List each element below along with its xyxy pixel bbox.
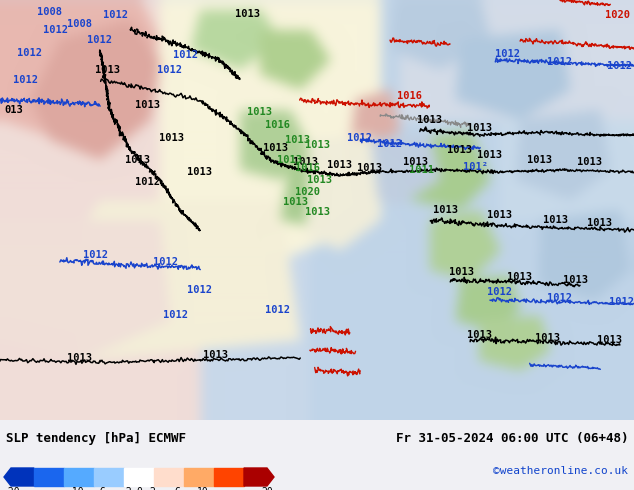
Text: 1013: 1013 [285, 135, 311, 145]
Text: 1012: 1012 [103, 10, 127, 20]
Text: 1020: 1020 [295, 187, 321, 197]
Text: 1013: 1013 [307, 175, 332, 185]
Text: 1013: 1013 [418, 115, 443, 125]
Text: 1013: 1013 [188, 167, 212, 177]
Text: 1016: 1016 [266, 120, 290, 130]
Text: 1013: 1013 [160, 133, 184, 143]
Polygon shape [244, 468, 274, 486]
Text: 101²: 101² [462, 162, 488, 172]
Text: 1013: 1013 [477, 150, 503, 160]
Text: 1013: 1013 [278, 155, 302, 165]
Text: 1013: 1013 [543, 215, 567, 225]
Bar [64, 468, 94, 486]
Text: 1013: 1013 [328, 160, 353, 170]
Text: 1013: 1013 [247, 107, 273, 117]
Text: 1012: 1012 [87, 35, 112, 45]
Text: 10: 10 [197, 487, 209, 490]
Text: -2: -2 [120, 487, 132, 490]
Text: 1011: 1011 [410, 165, 434, 175]
Text: 1012: 1012 [377, 139, 403, 149]
Text: 1020: 1020 [605, 10, 630, 20]
Text: 1013: 1013 [358, 163, 382, 173]
Text: 013: 013 [4, 105, 23, 115]
Text: -6: -6 [94, 487, 107, 490]
Text: 1012: 1012 [136, 177, 160, 187]
Text: 1013: 1013 [136, 100, 160, 110]
Text: 1016: 1016 [398, 91, 422, 101]
Text: 1012: 1012 [162, 310, 188, 320]
Text: 1013: 1013 [488, 210, 512, 220]
Text: 1013: 1013 [202, 350, 228, 360]
Bar [124, 468, 154, 486]
Text: 1012: 1012 [42, 25, 67, 35]
Text: 1012: 1012 [172, 50, 198, 60]
Text: 6: 6 [174, 487, 180, 490]
Bar [34, 468, 64, 486]
Text: 1012: 1012 [266, 305, 290, 315]
Text: 1012: 1012 [607, 61, 633, 71]
Text: SLP tendency [hPa] ECMWF: SLP tendency [hPa] ECMWF [6, 432, 186, 445]
Text: 0: 0 [136, 487, 142, 490]
Text: 1013: 1013 [450, 267, 474, 277]
Text: 1013: 1013 [67, 353, 93, 363]
Text: 1013: 1013 [536, 333, 560, 343]
Text: 1012: 1012 [13, 75, 37, 85]
Text: 1013: 1013 [306, 207, 330, 217]
Text: 1012: 1012 [609, 297, 634, 307]
Text: 1013: 1013 [507, 272, 533, 282]
Text: 1013: 1013 [597, 335, 623, 345]
Text: 1013: 1013 [306, 140, 330, 150]
Text: 1013: 1013 [448, 145, 472, 155]
Text: 1013: 1013 [578, 157, 602, 167]
Text: 1008: 1008 [67, 19, 93, 29]
Text: 1012: 1012 [18, 48, 42, 58]
Text: 1013: 1013 [588, 218, 612, 228]
Text: Fr 31-05-2024 06:00 UTC (06+48): Fr 31-05-2024 06:00 UTC (06+48) [396, 432, 628, 445]
Text: 1013: 1013 [432, 205, 458, 215]
Text: ©weatheronline.co.uk: ©weatheronline.co.uk [493, 466, 628, 476]
Text: -20: -20 [2, 487, 20, 490]
Text: -10: -10 [66, 487, 84, 490]
Text: 1012: 1012 [157, 65, 183, 75]
Text: 1012: 1012 [548, 293, 573, 303]
Text: 1013: 1013 [467, 123, 493, 133]
Text: 1013: 1013 [562, 275, 588, 285]
Text: 1016: 1016 [295, 163, 321, 173]
Bar [94, 468, 124, 486]
Bar [154, 468, 184, 486]
Text: 1013: 1013 [283, 197, 307, 207]
Text: 1013: 1013 [467, 330, 493, 340]
Text: 2: 2 [149, 487, 155, 490]
Text: 1013: 1013 [96, 65, 120, 75]
Text: 1013: 1013 [292, 157, 318, 167]
Text: 1013: 1013 [235, 9, 261, 19]
Bar [184, 468, 214, 486]
Bar [214, 468, 244, 486]
Text: 1008: 1008 [37, 7, 63, 17]
Text: 1013: 1013 [126, 155, 150, 165]
Text: 1012: 1012 [347, 133, 373, 143]
Text: 1012: 1012 [488, 287, 512, 297]
Text: 1012: 1012 [496, 49, 521, 59]
Text: 1012: 1012 [82, 250, 108, 260]
Polygon shape [4, 468, 34, 486]
Text: 1013: 1013 [403, 157, 427, 167]
Text: 1012: 1012 [188, 285, 212, 295]
Text: 1012: 1012 [153, 257, 178, 267]
Text: 1013: 1013 [527, 155, 552, 165]
Text: 1013: 1013 [262, 143, 287, 153]
Text: 1012: 1012 [548, 57, 573, 67]
Text: 20: 20 [261, 487, 273, 490]
